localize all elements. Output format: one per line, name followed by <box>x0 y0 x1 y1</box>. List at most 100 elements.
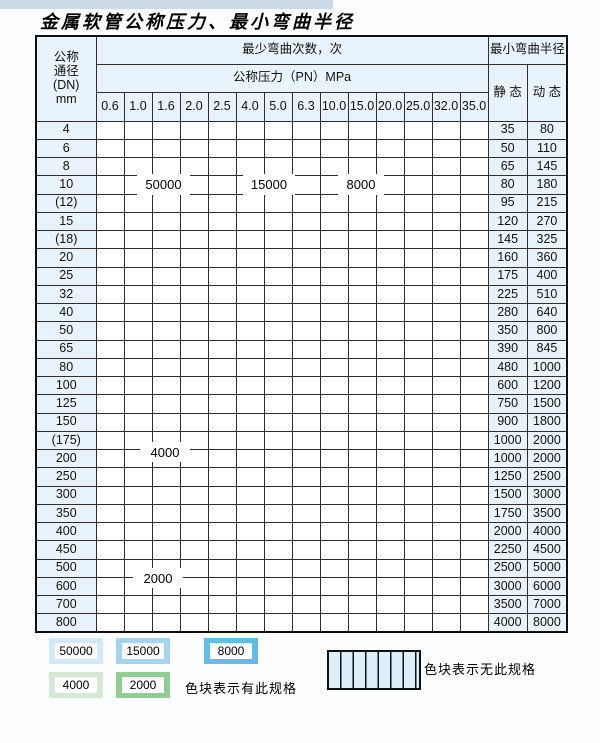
dn-value: 8 <box>35 156 97 177</box>
table-row: 500 2500 5000 <box>35 558 568 578</box>
zone-cell-50000 <box>151 321 181 341</box>
zone-cell-4000 <box>95 375 125 396</box>
zone-cell-4000 <box>179 467 209 487</box>
zone-cell-15000 <box>291 138 321 159</box>
zone-cell-no-spec <box>431 448 461 469</box>
zone-cell-no-spec <box>347 321 377 341</box>
zone-cell-50000 <box>179 138 209 159</box>
zone-cell-8000 <box>319 284 349 305</box>
zone-cell-no-spec <box>291 613 321 633</box>
table-row: 15 120 270 <box>35 211 568 232</box>
zone-cell-15000 <box>263 229 293 250</box>
zone-cell-no-spec <box>431 540 461 560</box>
legend-has-spec-note: 色块表示有此规格 <box>185 681 298 696</box>
zone-cell-15000 <box>291 156 321 177</box>
zone-cell-50000 <box>179 266 209 286</box>
zone-cell-no-spec <box>263 467 293 487</box>
static-value: 50 <box>487 138 528 159</box>
pressure-header-cell: 4.0 <box>235 91 265 122</box>
zone-cell-50000 <box>207 266 237 286</box>
zone-cell-no-spec <box>319 613 349 633</box>
zone-cell-4000 <box>151 412 181 432</box>
legend-swatch-label: 8000 <box>210 643 252 659</box>
zone-cell-no-spec <box>431 302 461 323</box>
zone-cell-15000 <box>179 339 209 359</box>
zone-cell-8000 <box>375 156 405 177</box>
dn-value: 25 <box>35 266 97 286</box>
zone-cell-no-spec <box>347 284 377 305</box>
zone-cell-50000 <box>123 357 153 378</box>
zone-cell-15000 <box>291 266 321 286</box>
table-row: 80 480 1000 <box>35 357 568 378</box>
zone-cell-no-spec <box>319 394 349 414</box>
zone-cell-no-spec <box>431 485 461 505</box>
zone-cell-4000 <box>95 394 125 414</box>
pressure-header-cell: 1.6 <box>151 91 181 122</box>
zone-cell-8000 <box>403 193 433 213</box>
zone-cell-50000 <box>151 284 181 305</box>
legend-swatch-4000: 4000 <box>49 672 103 698</box>
zone-cell-no-spec <box>347 613 377 633</box>
dynamic-value: 110 <box>526 138 568 159</box>
zone-cell-50000 <box>207 138 237 159</box>
zone-cell-2000 <box>123 594 153 615</box>
dn-value: 250 <box>35 467 97 487</box>
zone-cell-no-spec <box>347 485 377 505</box>
dynamic-value: 1200 <box>526 375 568 396</box>
zone-cell-4000 <box>123 485 153 505</box>
zone-cell-4000 <box>207 430 237 451</box>
zone-cell-50000 <box>95 321 125 341</box>
zone-cell-no-spec <box>291 521 321 542</box>
zone-cell-8000 <box>375 229 405 250</box>
table-row: 40 280 640 <box>35 302 568 323</box>
zone-cell-no-spec <box>207 613 237 633</box>
zone-cell-no-spec <box>375 503 405 524</box>
zone-cell-no-spec <box>431 266 461 286</box>
legend-swatches-row1: 50000 15000 8000 <box>49 638 258 664</box>
zone-cell-50000 <box>95 175 125 195</box>
zone-cell-50000 <box>123 284 153 305</box>
zone-cell-8000 <box>263 339 293 359</box>
zone-cell-4000 <box>95 430 125 451</box>
zone-cell-no-spec <box>403 412 433 432</box>
zone-cell-50000 <box>179 302 209 323</box>
zone-cell-no-spec <box>375 448 405 469</box>
zone-cell-50000 <box>95 193 125 213</box>
static-value: 3500 <box>487 594 528 615</box>
zone-cell-no-spec <box>375 521 405 542</box>
zone-cell-2000 <box>179 558 209 578</box>
zone-cell-no-spec <box>291 448 321 469</box>
zone-cell-no-spec <box>263 448 293 469</box>
zone-cell-8000 <box>319 302 349 323</box>
zone-cell-no-spec <box>319 321 349 341</box>
zone-cell-no-spec <box>431 229 461 250</box>
zone-cell-50000 <box>95 156 125 177</box>
zone-cell-4000 <box>207 448 237 469</box>
zone-cell-50000 <box>95 357 125 378</box>
zone-cell-no-spec <box>403 302 433 323</box>
zone-cell-15000 <box>291 193 321 213</box>
static-value: 4000 <box>487 613 528 633</box>
static-value: 1750 <box>487 503 528 524</box>
zone-cell-no-spec <box>403 284 433 305</box>
zone-cell-4000 <box>235 448 265 469</box>
dynamic-value: 1500 <box>526 394 568 414</box>
zone-cell-no-spec <box>403 521 433 542</box>
pressure-header-cell: 32.0 <box>431 91 461 122</box>
zone-cell-no-spec <box>291 503 321 524</box>
zone-cell-no-spec <box>403 375 433 396</box>
pressure-header-cell: 20.0 <box>375 91 405 122</box>
zone-cell-8000 <box>347 138 377 159</box>
zone-cell-8000 <box>347 120 377 140</box>
static-value: 80 <box>487 175 528 195</box>
zone-cell-15000 <box>235 193 265 213</box>
dynamic-value: 5000 <box>526 558 568 578</box>
zone-cell-50000 <box>207 302 237 323</box>
dynamic-value: 215 <box>526 193 568 213</box>
zone-cell-50000 <box>179 211 209 232</box>
zone-cell-no-spec <box>375 302 405 323</box>
zone-cell-no-spec <box>319 412 349 432</box>
zone-cell-8000 <box>403 211 433 232</box>
zone-cell-8000 <box>291 302 321 323</box>
overlay-label-15000: 15000 <box>243 174 295 195</box>
